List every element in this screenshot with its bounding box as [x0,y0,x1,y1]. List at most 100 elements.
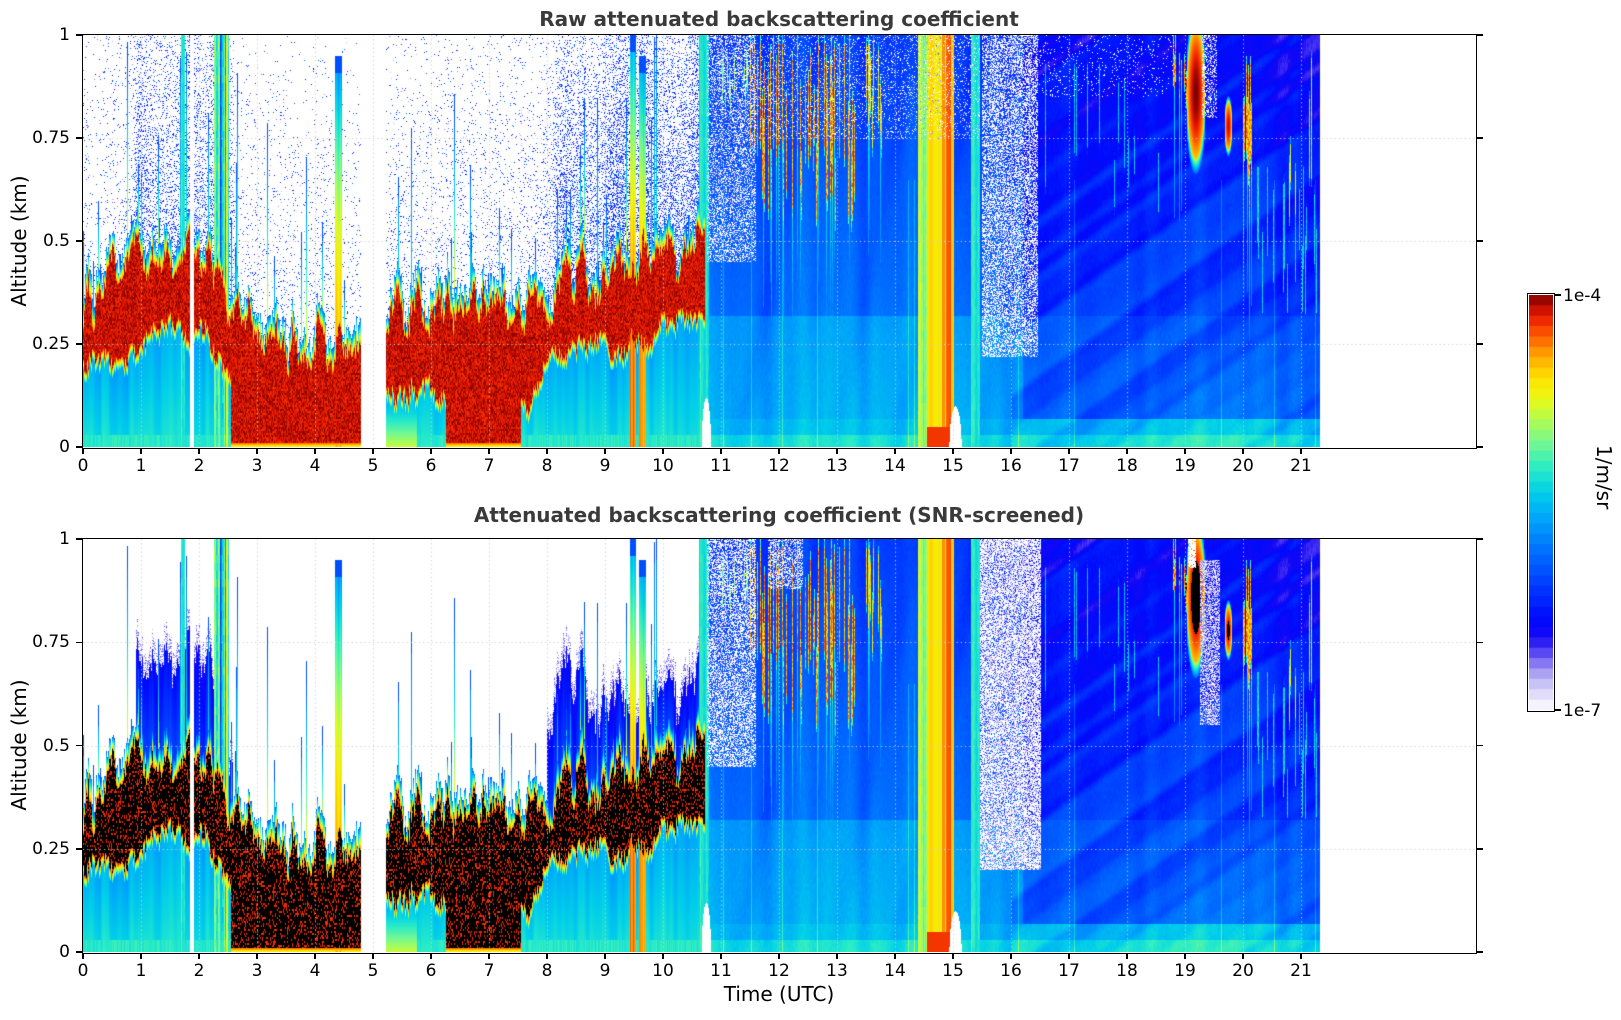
y-tick-mark [75,641,82,643]
x-tick-mark [894,448,896,454]
y-tick-label: 1 [59,529,70,549]
x-tick-label: 11 [710,455,732,476]
x-tick-mark [1184,448,1186,454]
y-tick-mark-right [1476,951,1483,953]
x-tick-label: 14 [884,960,906,981]
x-tick-label: 11 [710,960,732,981]
x-tick-mark [894,953,896,959]
x-tick-label: 15 [942,960,964,981]
x-tick-label: 13 [826,960,848,981]
x-tick-mark [836,953,838,959]
y-tick-label: 0.25 [32,838,70,859]
y-tick-mark [75,538,82,540]
colorbar-top-tick [1555,294,1561,296]
y-tick-mark [75,744,82,747]
x-tick-label: 9 [599,455,611,476]
x-tick-mark [198,953,200,959]
x-tick-mark [140,448,142,454]
y-tick-label: 0.25 [32,334,70,354]
x-tick-mark [198,448,200,454]
y-tick-label: 0.75 [32,632,70,653]
y-tick-mark-right [1476,137,1483,139]
x-tick-mark [1068,448,1070,454]
x-tick-mark [720,448,722,454]
x-tick-label: 3 [251,960,263,981]
x-tick-mark [372,448,374,454]
y-tick-label: 0.5 [42,735,70,756]
panel-raw-title: Raw attenuated backscattering coefficien… [539,7,1019,31]
x-tick-mark [1242,448,1244,454]
x-tick-mark [314,448,316,454]
x-tick-mark [1126,448,1128,454]
x-tick-label: 5 [367,960,379,981]
y-tick-label: 0 [59,942,70,962]
x-tick-mark [604,448,606,454]
x-tick-mark [662,953,664,959]
x-tick-mark [488,448,490,454]
x-tick-mark [1242,953,1244,959]
y-tick-mark-right [1476,538,1483,540]
x-tick-mark [778,448,780,454]
y-tick-mark [75,343,82,345]
x-tick-mark [82,953,84,959]
x-tick-mark [256,448,258,454]
y-tick-label: 1 [59,25,70,45]
x-tick-mark [662,448,664,454]
x-tick-label: 8 [541,455,553,476]
x-tick-label: 19 [1174,960,1196,981]
y-tick-mark-right [1476,641,1483,643]
x-tick-mark [314,953,316,959]
raw-heatmap [83,35,1475,447]
x-tick-label: 15 [942,455,964,476]
x-tick-mark [952,448,954,454]
y-tick-label: 0.75 [32,128,70,148]
x-tick-label: 16 [1000,960,1022,981]
colorbar [1529,295,1553,710]
y-tick-mark [75,446,82,448]
x-tick-label: 1 [135,455,147,476]
x-tick-mark [546,448,548,454]
y-tick-mark-right [1476,446,1483,448]
x-tick-label: 6 [425,455,437,476]
y-tick-mark [75,34,82,36]
y-tick-mark [75,240,82,242]
x-tick-mark [604,953,606,959]
x-tick-mark [256,953,258,959]
x-tick-label: 0 [77,960,89,981]
x-tick-label: 10 [652,455,674,476]
x-tick-label: 2 [193,960,205,981]
x-tick-label: 18 [1116,960,1138,981]
y-tick-label: 0.5 [42,231,70,251]
x-tick-label: 8 [541,960,553,981]
x-tick-label: 13 [826,455,848,476]
x-tick-label: 5 [367,455,379,476]
y-tick-mark-right [1476,34,1483,36]
y-tick-mark-right [1476,848,1483,850]
x-tick-mark [1068,953,1070,959]
x-tick-label: 16 [1000,455,1022,476]
x-tick-label: 17 [1058,960,1080,981]
x-tick-mark [1184,953,1186,959]
x-tick-mark [1300,448,1302,454]
x-tick-mark [1126,953,1128,959]
x-axis-label: Time (UTC) [723,982,835,1006]
x-tick-mark [952,953,954,959]
x-tick-label: 21 [1290,455,1312,476]
y-tick-mark-right [1476,343,1483,345]
x-tick-label: 0 [77,455,89,476]
x-tick-label: 2 [193,455,205,476]
x-tick-mark [1010,448,1012,454]
x-tick-label: 20 [1232,960,1254,981]
colorbar-unit-label: 1/m/sr [1592,445,1616,510]
y-tick-mark [75,951,82,953]
x-tick-label: 14 [884,455,906,476]
x-tick-label: 4 [309,455,321,476]
x-tick-label: 19 [1174,455,1196,476]
x-tick-label: 4 [309,960,321,981]
x-tick-mark [488,953,490,959]
x-tick-label: 1 [135,960,147,981]
colorbar-max-label: 1e-4 [1563,286,1602,306]
x-tick-mark [82,448,84,454]
y-tick-mark [75,137,82,139]
